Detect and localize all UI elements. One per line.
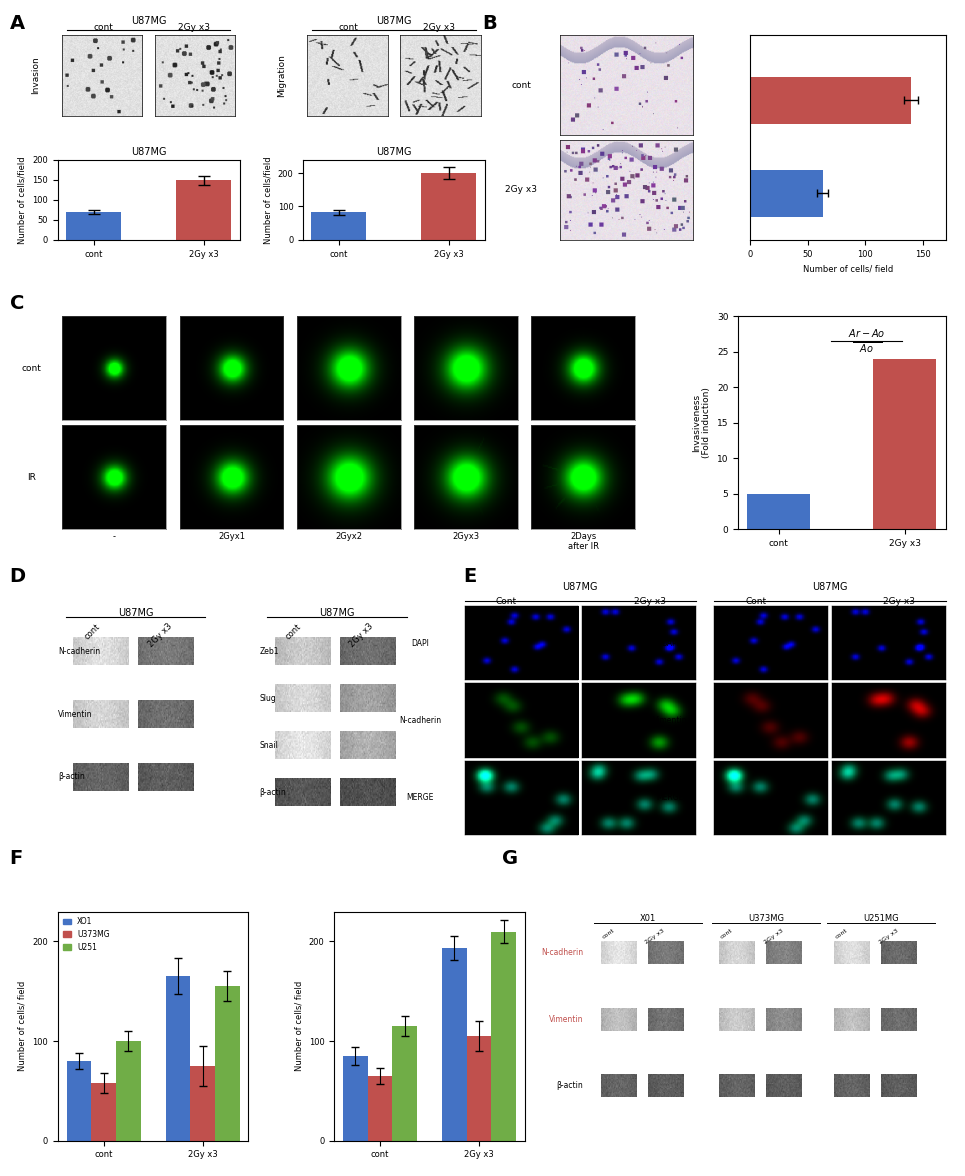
- Y-axis label: Number of cells/ field: Number of cells/ field: [18, 981, 27, 1071]
- Legend: XO1, U373MG, U251: XO1, U373MG, U251: [62, 915, 111, 953]
- Bar: [312, 213, 367, 240]
- Text: cont: cont: [601, 928, 616, 940]
- Y-axis label: MERGE: MERGE: [656, 794, 683, 802]
- X-axis label: 2Gyx1: 2Gyx1: [218, 532, 245, 541]
- Title: U87MG: U87MG: [376, 147, 412, 158]
- Text: cont: cont: [835, 928, 848, 940]
- Text: U87MG: U87MG: [319, 608, 354, 619]
- Text: Cont: Cont: [496, 597, 516, 606]
- Text: U87MG: U87MG: [131, 15, 167, 26]
- Y-axis label: cont: cont: [22, 363, 41, 373]
- Text: 2Gy x3: 2Gy x3: [634, 597, 666, 606]
- Y-axis label: Invasiveness
(Fold induction): Invasiveness (Fold induction): [692, 387, 711, 459]
- Bar: [166, 976, 190, 1141]
- Text: Slug: Slug: [260, 694, 276, 703]
- Bar: [368, 1076, 393, 1141]
- Text: $Ar - Ao$: $Ar - Ao$: [848, 327, 886, 339]
- Bar: [750, 171, 823, 216]
- Text: 2Gy x3: 2Gy x3: [877, 928, 898, 944]
- Text: Invasion: Invasion: [32, 56, 41, 94]
- Text: X01: X01: [640, 914, 656, 923]
- X-axis label: 2Days
after IR: 2Days after IR: [567, 532, 598, 552]
- Text: 2Gy x3: 2Gy x3: [883, 597, 916, 606]
- Text: B: B: [482, 14, 497, 33]
- Text: cont: cont: [82, 622, 101, 641]
- Text: β-actin: β-actin: [556, 1081, 583, 1090]
- Y-axis label: Vimentin: Vimentin: [652, 716, 687, 724]
- Bar: [215, 987, 239, 1141]
- Text: N-cadherin: N-cadherin: [58, 647, 100, 656]
- Bar: [67, 1061, 92, 1141]
- Bar: [442, 949, 466, 1141]
- Text: 2Gy x3: 2Gy x3: [424, 24, 455, 32]
- Text: U87MG: U87MG: [813, 582, 848, 592]
- Y-axis label: N-cadherin: N-cadherin: [400, 716, 441, 724]
- Y-axis label: IR: IR: [27, 473, 37, 482]
- Bar: [116, 1041, 141, 1141]
- Bar: [466, 1036, 491, 1141]
- Text: 2Gy x3: 2Gy x3: [762, 928, 784, 944]
- Text: cont: cont: [720, 928, 733, 940]
- Text: Vimentin: Vimentin: [58, 710, 93, 719]
- Text: U251MG: U251MG: [864, 914, 898, 923]
- Bar: [67, 212, 122, 240]
- Text: Snail: Snail: [260, 741, 278, 750]
- Text: U87MG: U87MG: [118, 608, 153, 619]
- Bar: [177, 180, 232, 240]
- X-axis label: Number of cells/ field: Number of cells/ field: [803, 265, 894, 273]
- Text: Migration: Migration: [277, 54, 286, 96]
- X-axis label: 2Gyx2: 2Gyx2: [335, 532, 362, 541]
- Bar: [750, 78, 911, 123]
- Bar: [422, 173, 477, 240]
- Text: A: A: [10, 14, 25, 33]
- Text: 2Gy x3: 2Gy x3: [645, 928, 666, 944]
- Y-axis label: Number of cells/ field: Number of cells/ field: [294, 981, 303, 1071]
- Text: cont: cont: [339, 24, 358, 32]
- Text: C: C: [10, 294, 24, 313]
- Bar: [873, 359, 936, 529]
- Text: E: E: [463, 567, 477, 586]
- Text: 2Gy x3: 2Gy x3: [348, 622, 375, 649]
- Text: F: F: [10, 849, 23, 868]
- Y-axis label: DAPI: DAPI: [661, 639, 678, 648]
- Text: N-cadherin: N-cadherin: [541, 948, 583, 957]
- Y-axis label: 2Gy x3: 2Gy x3: [505, 186, 537, 194]
- Text: Zeb1: Zeb1: [260, 647, 279, 656]
- Y-axis label: Number of cells/field: Number of cells/field: [263, 156, 272, 243]
- Bar: [343, 1056, 368, 1141]
- Text: β-actin: β-actin: [58, 773, 85, 781]
- Text: $\overline{\;\;\;Ao\;\;\;}$: $\overline{\;\;\;Ao\;\;\;}$: [851, 340, 882, 355]
- Bar: [748, 494, 811, 529]
- Y-axis label: MERGE: MERGE: [406, 794, 434, 802]
- Text: Vimentin: Vimentin: [548, 1015, 583, 1024]
- Text: cont: cont: [94, 24, 113, 32]
- Bar: [491, 931, 516, 1141]
- Text: 2Gy x3: 2Gy x3: [147, 622, 174, 649]
- Text: G: G: [502, 849, 518, 868]
- Bar: [92, 1083, 116, 1141]
- Text: β-actin: β-actin: [260, 788, 286, 797]
- Title: U87MG: U87MG: [131, 147, 167, 158]
- Text: cont: cont: [284, 622, 303, 641]
- Text: Cont: Cont: [745, 597, 766, 606]
- Bar: [190, 1065, 215, 1141]
- X-axis label: -: -: [113, 532, 116, 541]
- Y-axis label: cont: cont: [511, 81, 531, 89]
- Text: 2Gy x3: 2Gy x3: [179, 24, 210, 32]
- X-axis label: 2Gyx3: 2Gyx3: [453, 532, 480, 541]
- Y-axis label: Number of cells/field: Number of cells/field: [18, 156, 27, 243]
- Y-axis label: DAPI: DAPI: [411, 639, 429, 648]
- Text: U87MG: U87MG: [563, 582, 598, 592]
- Text: D: D: [10, 567, 26, 586]
- Text: U373MG: U373MG: [748, 914, 785, 923]
- Bar: [393, 1027, 417, 1141]
- Text: U87MG: U87MG: [376, 15, 412, 26]
